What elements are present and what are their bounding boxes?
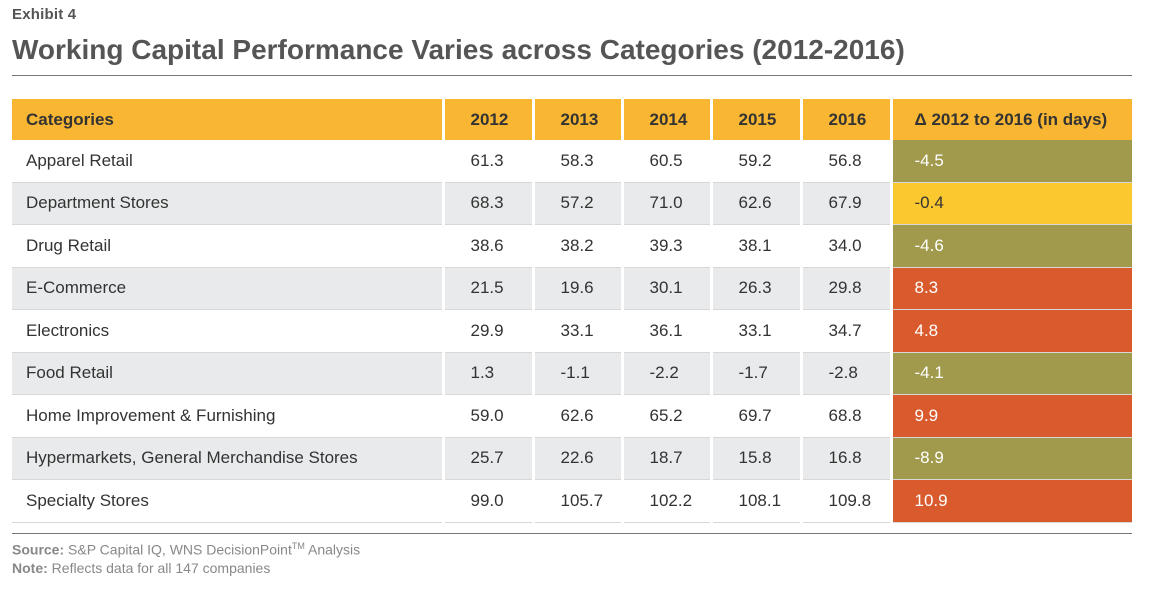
value-cell: 38.1 bbox=[711, 224, 803, 268]
table-row: Drug Retail 38.6 38.2 39.3 38.1 34.0 -4.6 bbox=[12, 224, 1132, 268]
table-row: Apparel Retail 61.3 58.3 60.5 59.2 56.8 -4.5 bbox=[12, 140, 1132, 183]
value-cell: 67.9 bbox=[801, 182, 893, 225]
source-text: S&P Capital IQ, WNS DecisionPoint bbox=[68, 541, 292, 558]
table-header-row: Categories 2012 2013 2014 2015 2016 Δ 2012 to … bbox=[12, 99, 1132, 140]
value-cell: 25.7 bbox=[443, 437, 535, 480]
column-header-year: 2013 bbox=[533, 99, 624, 140]
data-table: Categories 2012 2013 2014 2015 2016 Δ 2012 to … bbox=[12, 99, 1132, 523]
value-cell: 62.6 bbox=[711, 182, 803, 225]
title-divider bbox=[12, 75, 1132, 76]
value-cell: 16.8 bbox=[801, 437, 893, 480]
delta-cell: -0.4 bbox=[891, 182, 1132, 225]
exhibit-label: Exhibit 4 bbox=[12, 6, 77, 23]
column-header-year: 2015 bbox=[711, 99, 803, 140]
table-body: Apparel Retail 61.3 58.3 60.5 59.2 56.8 -4.5 De… bbox=[12, 140, 1132, 523]
value-cell: 39.3 bbox=[622, 224, 713, 268]
delta-cell: 8.3 bbox=[891, 267, 1132, 310]
page-title: Working Capital Performance Varies acros… bbox=[12, 34, 905, 65]
delta-cell: 10.9 bbox=[891, 479, 1132, 523]
category-cell: Drug Retail bbox=[12, 224, 445, 268]
value-cell: -1.7 bbox=[711, 352, 803, 395]
category-cell: Department Stores bbox=[12, 182, 445, 225]
note-text: Reflects data for all 147 companies bbox=[51, 560, 271, 576]
value-cell: 29.9 bbox=[443, 309, 535, 353]
value-cell: 59.2 bbox=[711, 140, 803, 183]
table-row: Department Stores 68.3 57.2 71.0 62.6 67.9 -0.… bbox=[12, 182, 1132, 225]
value-cell: 69.7 bbox=[711, 394, 803, 438]
value-cell: 57.2 bbox=[533, 182, 624, 225]
value-cell: 102.2 bbox=[622, 479, 713, 523]
column-header-year: 2016 bbox=[801, 99, 893, 140]
value-cell: 61.3 bbox=[443, 140, 535, 183]
value-cell: 18.7 bbox=[622, 437, 713, 480]
value-cell: 59.0 bbox=[443, 394, 535, 438]
value-cell: -1.1 bbox=[533, 352, 624, 395]
delta-cell: -4.5 bbox=[891, 140, 1132, 183]
value-cell: 36.1 bbox=[622, 309, 713, 353]
source-label: Source: bbox=[12, 541, 65, 558]
trademark-mark: TM bbox=[291, 541, 305, 551]
value-cell: 38.2 bbox=[533, 224, 624, 268]
category-cell: Home Improvement & Furnishing bbox=[12, 394, 445, 438]
value-cell: 34.7 bbox=[801, 309, 893, 353]
value-cell: 30.1 bbox=[622, 267, 713, 310]
source-line: Source: S&P Capital IQ, WNS DecisionPoin… bbox=[12, 541, 360, 558]
value-cell: 109.8 bbox=[801, 479, 893, 523]
column-header-year: 2012 bbox=[443, 99, 535, 140]
delta-cell: -4.1 bbox=[891, 352, 1132, 395]
table-row: Hypermarkets, General Merchandise Stores… bbox=[12, 437, 1132, 480]
value-cell: 22.6 bbox=[533, 437, 624, 480]
value-cell: 68.8 bbox=[801, 394, 893, 438]
note-label: Note: bbox=[12, 560, 48, 576]
table-row: Electronics 29.9 33.1 36.1 33.1 34.7 4.8 bbox=[12, 309, 1132, 353]
value-cell: 33.1 bbox=[711, 309, 803, 353]
value-cell: 38.6 bbox=[443, 224, 535, 268]
value-cell: 60.5 bbox=[622, 140, 713, 183]
value-cell: 21.5 bbox=[443, 267, 535, 310]
category-cell: Hypermarkets, General Merchandise Stores bbox=[12, 437, 445, 480]
table-row: Food Retail 1.3 -1.1 -2.2 -1.7 -2.8 -4.1 bbox=[12, 352, 1132, 395]
value-cell: 29.8 bbox=[801, 267, 893, 310]
value-cell: 58.3 bbox=[533, 140, 624, 183]
category-cell: E-Commerce bbox=[12, 267, 445, 310]
value-cell: 19.6 bbox=[533, 267, 624, 310]
value-cell: -2.8 bbox=[801, 352, 893, 395]
value-cell: 33.1 bbox=[533, 309, 624, 353]
value-cell: 56.8 bbox=[801, 140, 893, 183]
table-row: E-Commerce 21.5 19.6 30.1 26.3 29.8 8.3 bbox=[12, 267, 1132, 310]
value-cell: 26.3 bbox=[711, 267, 803, 310]
value-cell: -2.2 bbox=[622, 352, 713, 395]
note-line: Note: Reflects data for all 147 companie… bbox=[12, 560, 270, 576]
value-cell: 105.7 bbox=[533, 479, 624, 523]
delta-cell: 4.8 bbox=[891, 309, 1132, 353]
value-cell: 34.0 bbox=[801, 224, 893, 268]
column-header-delta: Δ 2012 to 2016 (in days) bbox=[891, 99, 1132, 140]
category-cell: Electronics bbox=[12, 309, 445, 353]
category-cell: Food Retail bbox=[12, 352, 445, 395]
value-cell: 65.2 bbox=[622, 394, 713, 438]
table-row: Specialty Stores 99.0 105.7 102.2 108.1 109.8… bbox=[12, 479, 1132, 523]
value-cell: 71.0 bbox=[622, 182, 713, 225]
value-cell: 108.1 bbox=[711, 479, 803, 523]
value-cell: 15.8 bbox=[711, 437, 803, 480]
table-row: Home Improvement & Furnishing 59.0 62.6 65.… bbox=[12, 394, 1132, 438]
value-cell: 99.0 bbox=[443, 479, 535, 523]
delta-cell: -8.9 bbox=[891, 437, 1132, 480]
column-header-year: 2014 bbox=[622, 99, 713, 140]
footer-divider bbox=[12, 533, 1132, 534]
category-cell: Apparel Retail bbox=[12, 140, 445, 183]
column-header-categories: Categories bbox=[12, 99, 445, 140]
value-cell: 62.6 bbox=[533, 394, 624, 438]
category-cell: Specialty Stores bbox=[12, 479, 445, 523]
value-cell: 68.3 bbox=[443, 182, 535, 225]
delta-cell: 9.9 bbox=[891, 394, 1132, 438]
delta-cell: -4.6 bbox=[891, 224, 1132, 268]
source-tail: Analysis bbox=[304, 541, 361, 558]
value-cell: 1.3 bbox=[443, 352, 535, 395]
